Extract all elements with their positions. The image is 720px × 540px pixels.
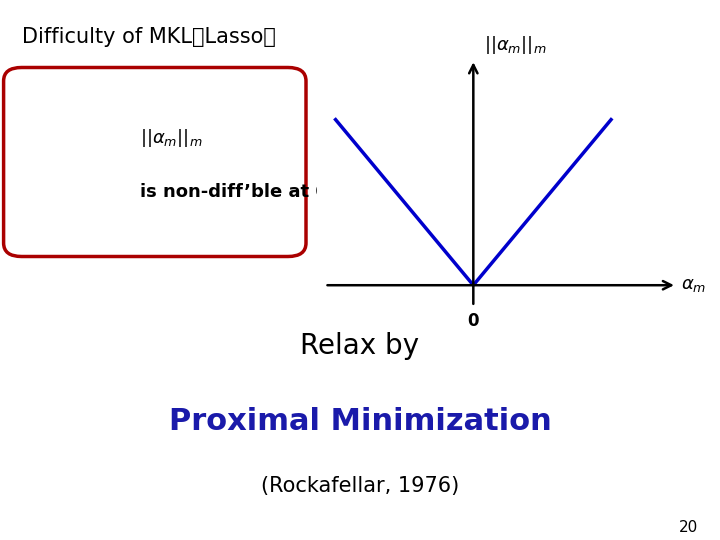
- Text: (Rockafellar, 1976): (Rockafellar, 1976): [261, 476, 459, 496]
- FancyBboxPatch shape: [4, 68, 306, 256]
- Text: Relax by: Relax by: [300, 332, 420, 360]
- Text: is non-diff’ble at 0.: is non-diff’ble at 0.: [140, 183, 335, 201]
- Text: $\alpha_m$: $\alpha_m$: [682, 276, 707, 294]
- Text: $||\alpha_m||_m$: $||\alpha_m||_m$: [485, 33, 546, 56]
- Text: 20: 20: [679, 519, 698, 535]
- Text: Difficulty of MKL（Lasso）: Difficulty of MKL（Lasso）: [22, 27, 276, 47]
- Text: 0: 0: [467, 312, 479, 329]
- Text: $||\alpha_m||_m$: $||\alpha_m||_m$: [140, 127, 203, 148]
- Text: Proximal Minimization: Proximal Minimization: [168, 407, 552, 436]
